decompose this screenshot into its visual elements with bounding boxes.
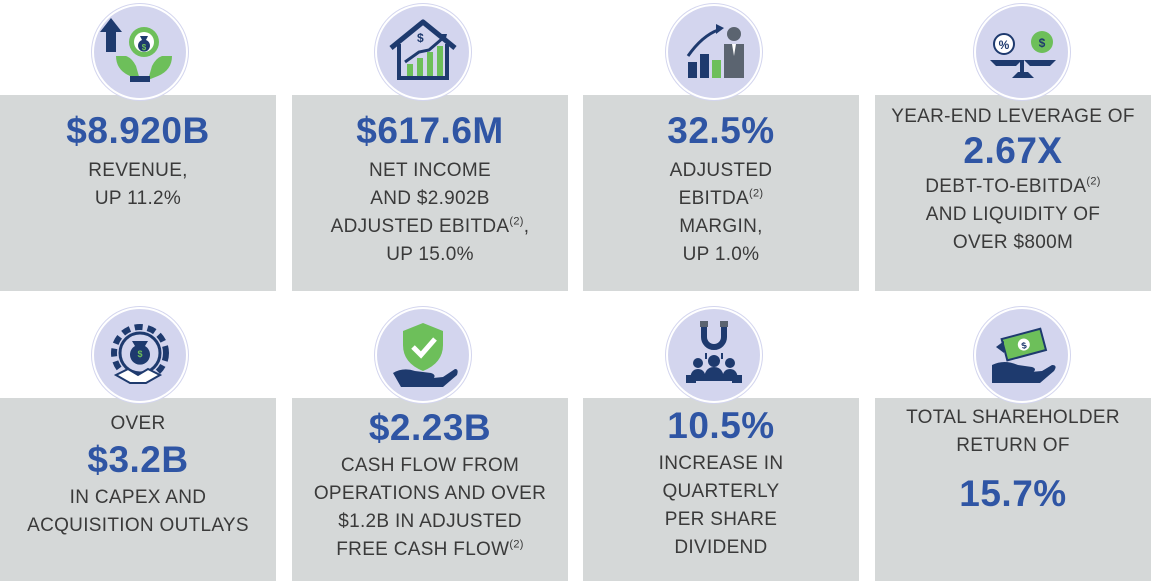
svg-text:$: $ [417,31,424,45]
leverage-value: 2.67X [963,130,1063,171]
leverage-line-2: AND LIQUIDITY OF [925,204,1101,225]
businessman-growth-chart-icon [666,4,762,100]
ebitda-margin-line-2: EBITDA(2) [678,187,764,209]
hand-cash-return-icon: $ [974,307,1070,403]
leverage-pre: YEAR-END LEVERAGE OF [891,106,1135,127]
tsr-pre-2: RETURN OF [956,435,1070,456]
footnote-ref: (2) [749,187,764,200]
net-income-line-3: ADJUSTED EBITDA(2), [330,215,530,237]
capex-card: OVER $3.2B IN CAPEX AND ACQUISITION OUTL… [0,398,276,581]
revenue-value: $8.920B [66,110,210,151]
cash-flow-line-2: OPERATIONS AND OVER [313,483,547,504]
tsr-card: TOTAL SHAREHOLDER RETURN OF 15.7% [875,398,1151,581]
ebitda-margin-line-4: UP 1.0% [682,244,760,265]
cash-flow-value: $2.23B [368,407,492,448]
dividend-line-4: DIVIDEND [674,537,768,558]
leverage-line-3: OVER $800M [952,232,1074,253]
shield-hand-check-icon [375,307,471,403]
house-growth-chart-icon: $ [375,4,471,100]
dividend-value: 10.5% [667,405,775,446]
svg-text:$: $ [137,349,142,359]
dividend-card: 10.5% INCREASE IN QUARTERLY PER SHARE DI… [583,398,859,581]
cash-flow-line-3: $1.2B IN ADJUSTED [338,511,522,532]
cash-flow-line-4: FREE CASH FLOW(2) [336,538,524,560]
revenue-line-1: REVENUE, [88,160,188,181]
ebitda-margin-value: 32.5% [667,110,775,151]
svg-text:%: % [999,38,1010,52]
footnote-ref: (2) [509,538,524,551]
capex-line-1: IN CAPEX AND [69,487,207,508]
capex-line-2: ACQUISITION OUTLAYS [27,515,249,536]
dividend-line-3: PER SHARE [664,509,778,530]
capex-pre: OVER [110,413,166,434]
tsr-pre-1: TOTAL SHAREHOLDER [906,407,1120,428]
ebitda-margin-line-1: ADJUSTED [669,160,773,181]
gear-handshake-money-icon: $ [92,307,188,403]
balance-scale-money-icon: % $ [974,4,1070,100]
net-income-line-4: UP 15.0% [386,244,474,265]
leverage-card: YEAR-END LEVERAGE OF 2.67X DEBT-TO-EBITD… [875,95,1151,291]
svg-text:$: $ [142,43,147,52]
capex-value: $3.2B [87,439,189,480]
net-income-card: $617.6M NET INCOME AND $2.902B ADJUSTED … [292,95,568,291]
cash-flow-line-1: CASH FLOW FROM [340,455,520,476]
net-income-value: $617.6M [356,110,504,151]
svg-text:$: $ [1039,36,1046,50]
money-growth-hands-icon: $ [92,4,188,100]
net-income-line-2: AND $2.902B [370,188,490,209]
ebitda-margin-card: 32.5% ADJUSTED EBITDA(2) MARGIN, UP 1.0% [583,95,859,291]
revenue-card: $8.920B REVENUE, UP 11.2% [0,95,276,291]
dividend-line-2: QUARTERLY [662,481,780,502]
footnote-ref: (2) [509,215,524,228]
svg-text:$: $ [1020,340,1027,351]
footnote-ref: (2) [1086,175,1101,188]
net-income-line-1: NET INCOME [369,160,491,181]
ebitda-margin-line-3: MARGIN, [679,216,763,237]
magnet-people-icon [666,307,762,403]
cash-flow-card: $2.23B CASH FLOW FROM OPERATIONS AND OVE… [292,398,568,581]
leverage-line-1: DEBT-TO-EBITDA(2) [925,175,1101,197]
dividend-line-1: INCREASE IN [658,453,784,474]
tsr-value: 15.7% [959,473,1067,514]
revenue-line-2: UP 11.2% [94,188,182,209]
